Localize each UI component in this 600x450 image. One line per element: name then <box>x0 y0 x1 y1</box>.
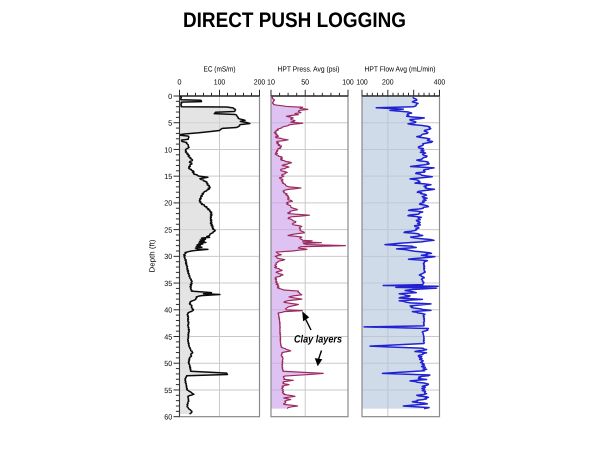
svg-text:50: 50 <box>164 359 172 368</box>
svg-text:100: 100 <box>356 77 368 86</box>
svg-text:5: 5 <box>168 119 172 128</box>
svg-text:15: 15 <box>164 172 172 181</box>
svg-text:50: 50 <box>301 77 309 86</box>
svg-text:20: 20 <box>164 199 172 208</box>
svg-text:Clay layers: Clay layers <box>294 334 342 346</box>
svg-text:200: 200 <box>254 77 266 86</box>
svg-text:0: 0 <box>168 92 172 101</box>
svg-text:25: 25 <box>164 225 172 234</box>
svg-text:10: 10 <box>164 145 172 154</box>
svg-text:100: 100 <box>342 77 354 86</box>
svg-text:HPT Flow Avg (mL/min): HPT Flow Avg (mL/min) <box>365 65 436 74</box>
svg-text:30: 30 <box>164 252 172 261</box>
svg-text:10: 10 <box>267 77 275 86</box>
svg-text:HPT Press. Avg (psi): HPT Press. Avg (psi) <box>278 65 340 74</box>
svg-text:Depth (ft): Depth (ft) <box>148 239 157 273</box>
svg-text:55: 55 <box>164 386 172 395</box>
svg-text:400: 400 <box>434 77 446 86</box>
svg-text:EC (mS/m): EC (mS/m) <box>204 65 236 74</box>
svg-text:200: 200 <box>382 77 394 86</box>
svg-text:35: 35 <box>164 279 172 288</box>
svg-text:45: 45 <box>164 332 172 341</box>
svg-text:40: 40 <box>164 306 172 315</box>
svg-text:100: 100 <box>214 77 226 86</box>
svg-text:DIRECT PUSH LOGGING: DIRECT PUSH LOGGING <box>183 9 406 32</box>
svg-text:60: 60 <box>164 412 172 421</box>
svg-text:0: 0 <box>177 77 181 86</box>
